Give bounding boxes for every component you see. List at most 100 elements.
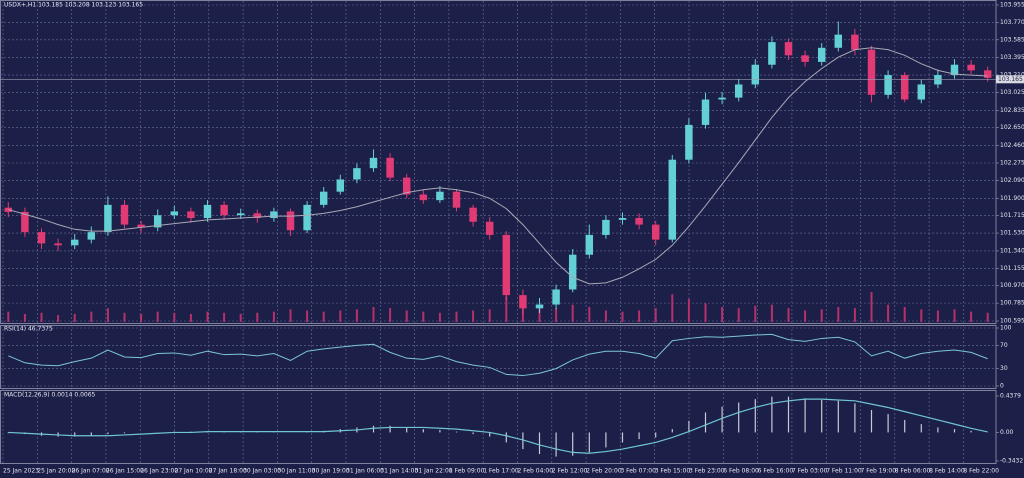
candle-body bbox=[137, 224, 145, 228]
volume-bar bbox=[306, 310, 309, 322]
volume-bar bbox=[588, 307, 591, 322]
volume-bar bbox=[405, 310, 408, 322]
candle-body bbox=[900, 75, 909, 100]
price-panel-frame bbox=[0, 0, 997, 324]
y-tick-label: 103.955 bbox=[1000, 2, 1024, 9]
y-tick-label: 102.835 bbox=[1000, 107, 1024, 114]
volume-bar bbox=[970, 311, 973, 322]
candle-body bbox=[220, 204, 228, 216]
candle-body bbox=[701, 99, 710, 125]
y-tick-label: 70 bbox=[1000, 342, 1008, 349]
x-tick-label: 8 Feb 14:00 bbox=[929, 468, 965, 475]
y-tick-label: 101.340 bbox=[1000, 247, 1024, 254]
candle-body bbox=[967, 64, 975, 71]
candle-body bbox=[87, 232, 96, 240]
rsi-title: RSI(14) 46.7375 bbox=[4, 326, 53, 333]
volume-bar bbox=[438, 312, 441, 322]
candle-body bbox=[685, 124, 693, 160]
candle-body bbox=[436, 191, 444, 201]
volume-bar bbox=[870, 292, 873, 322]
volume-bar bbox=[23, 313, 26, 322]
volume-bar bbox=[339, 310, 342, 322]
candle-body bbox=[37, 232, 46, 244]
volume-bar bbox=[140, 313, 143, 322]
y-tick-label: 101.900 bbox=[1000, 195, 1024, 202]
x-tick-label: 8 Feb 06:00 bbox=[895, 468, 931, 475]
candle-body bbox=[834, 34, 843, 48]
x-tick-label: 3 Feb 15:00 bbox=[655, 468, 691, 475]
candle-body bbox=[120, 204, 129, 225]
candle-body bbox=[336, 179, 345, 192]
y-tick-label: 102.275 bbox=[1000, 160, 1024, 167]
volume-bar bbox=[604, 310, 607, 322]
volume-bar bbox=[837, 307, 840, 322]
volume-bar bbox=[123, 312, 126, 322]
volume-bar bbox=[671, 294, 674, 322]
y-tick-label: 103.210 bbox=[1000, 72, 1024, 79]
x-tick-label: 6 Feb 08:00 bbox=[723, 468, 759, 475]
volume-bar bbox=[239, 313, 242, 322]
x-tick-label: 30 Jan 19:00 bbox=[312, 468, 350, 475]
y-tick-label: 103.025 bbox=[1000, 89, 1024, 96]
volume-bar bbox=[853, 308, 856, 322]
x-tick-label: 8 Feb 22:00 bbox=[963, 468, 999, 475]
x-tick-label: 25 Jan 20:00 bbox=[37, 468, 75, 475]
candle-body bbox=[568, 254, 577, 290]
volume-bar bbox=[106, 308, 109, 322]
volume-bar bbox=[687, 298, 690, 322]
volume-bar bbox=[621, 311, 624, 322]
x-tick-label: 7 Feb 11:00 bbox=[826, 468, 862, 475]
candle-body bbox=[934, 75, 942, 85]
volume-bar bbox=[289, 309, 292, 322]
x-tick-label: 31 Jan 06:00 bbox=[346, 468, 384, 475]
candle-body bbox=[353, 168, 361, 180]
candle-body bbox=[21, 211, 29, 233]
candle-body bbox=[768, 42, 776, 65]
x-tick-label: 7 Feb 03:00 bbox=[792, 468, 828, 475]
volume-bar bbox=[571, 304, 574, 322]
volume-bar bbox=[389, 308, 392, 322]
volume-bar bbox=[770, 304, 773, 322]
candle-body bbox=[203, 204, 212, 219]
candle-body bbox=[817, 47, 826, 62]
y-tick-label: 101.530 bbox=[1000, 230, 1024, 237]
y-tick-label: 100.785 bbox=[1000, 300, 1024, 307]
x-tick-label: 1 Feb 09:00 bbox=[449, 468, 485, 475]
y-tick-label: 103.585 bbox=[1000, 36, 1024, 43]
y-tick-label: 0 bbox=[1000, 383, 1004, 390]
volume-bar bbox=[887, 304, 890, 322]
volume-bar bbox=[555, 308, 558, 322]
candle-body bbox=[402, 177, 411, 195]
candle-body bbox=[319, 191, 328, 205]
y-tick-label: 101.155 bbox=[1000, 265, 1024, 272]
volume-bar bbox=[936, 310, 939, 322]
volume-bar bbox=[372, 307, 375, 322]
volume-bar bbox=[472, 310, 475, 322]
x-tick-label: 6 Feb 16:00 bbox=[758, 468, 794, 475]
candle-body bbox=[369, 157, 378, 169]
candle-body bbox=[303, 204, 311, 231]
y-tick-label: 30 bbox=[1000, 365, 1008, 372]
candle-body bbox=[270, 211, 278, 219]
x-tick-label: 26 Jan 07:00 bbox=[72, 468, 110, 475]
candle-body bbox=[751, 64, 760, 85]
rsi-panel-frame bbox=[0, 325, 997, 389]
candle-body bbox=[485, 221, 494, 235]
candle-body bbox=[519, 295, 527, 309]
candle-body bbox=[535, 304, 544, 309]
y-tick-label: 102.460 bbox=[1000, 142, 1024, 149]
volume-bar bbox=[721, 307, 724, 322]
x-tick-label: 3 Feb 23:00 bbox=[689, 468, 725, 475]
y-tick-label: 103.395 bbox=[1000, 54, 1024, 61]
candle-body bbox=[983, 70, 992, 78]
x-tick-label: 30 Jan 03:00 bbox=[243, 468, 281, 475]
candle-body bbox=[851, 34, 859, 50]
volume-bar bbox=[173, 312, 176, 322]
volume-bar bbox=[223, 312, 226, 322]
volume-bar bbox=[189, 313, 192, 322]
x-tick-label: 2 Feb 20:00 bbox=[586, 468, 622, 475]
volume-bar bbox=[206, 311, 209, 322]
candle-body bbox=[784, 42, 793, 56]
volume-bar bbox=[953, 309, 956, 322]
